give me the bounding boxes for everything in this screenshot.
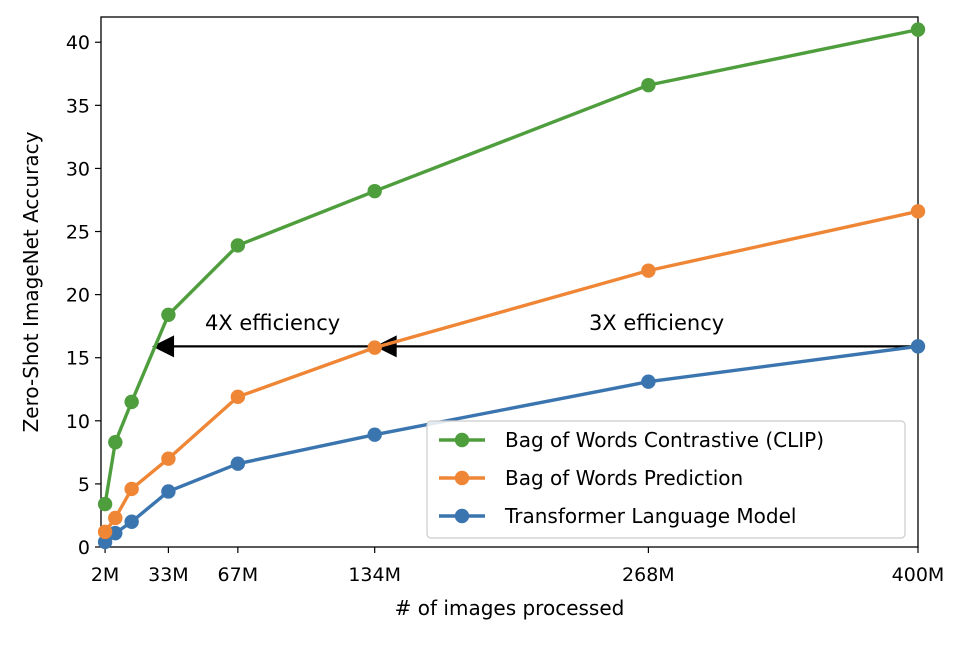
- x-axis-ticks: 2M 33M 67M 134M 268M 400M: [91, 547, 944, 586]
- y-axis-title: Zero-Shot ImageNet Accuracy: [19, 131, 43, 432]
- plot-frame: [100, 16, 919, 548]
- data-point: [108, 510, 123, 526]
- efficiency-arrow: [152, 335, 918, 358]
- arrow-head: [374, 335, 397, 358]
- data-point: [230, 456, 246, 471]
- series-group: [97, 204, 926, 540]
- y-tick-label: 40: [66, 32, 90, 54]
- data-point: [641, 263, 656, 278]
- annotation-text: 4X efficiency: [205, 311, 340, 335]
- x-tick-label: 400M: [892, 564, 945, 586]
- data-point: [367, 340, 382, 355]
- y-tick-label: 5: [78, 474, 90, 496]
- data-point: [124, 481, 139, 497]
- data-point: [124, 514, 139, 529]
- legend-box: [426, 420, 906, 539]
- series-group: [97, 22, 926, 512]
- data-point: [641, 77, 656, 93]
- y-tick-label: 10: [66, 411, 90, 433]
- x-tick-label: 33M: [148, 564, 189, 586]
- data-point: [367, 427, 382, 442]
- data-point: [230, 389, 246, 405]
- data-point: [108, 435, 123, 450]
- x-tick-label: 134M: [348, 564, 401, 586]
- data-point: [97, 524, 113, 540]
- data-point: [124, 394, 139, 410]
- x-tick-label: 67M: [218, 564, 259, 586]
- y-axis-ticks: 0 5 10 15 20 25 30 35 40: [66, 32, 101, 559]
- legend-swatch-marker: [454, 470, 470, 486]
- data-point: [97, 496, 113, 512]
- legend-label: Bag of Words Prediction: [505, 466, 743, 490]
- data-point: [161, 484, 176, 499]
- x-axis-title: # of images processed: [395, 596, 625, 620]
- legend-label: Transformer Language Model: [504, 504, 796, 528]
- legend-swatch-marker: [454, 432, 470, 448]
- y-tick-label: 0: [78, 537, 90, 559]
- y-tick-label: 30: [66, 158, 90, 180]
- data-point: [910, 339, 926, 354]
- annotations-layer: 4X efficiency 3X efficiency: [205, 311, 724, 335]
- series-layer: [97, 22, 926, 550]
- data-point: [910, 204, 926, 219]
- annotation-text: 3X efficiency: [589, 311, 724, 335]
- series-group: [97, 339, 926, 550]
- x-tick-label: 268M: [622, 564, 675, 586]
- legend: Bag of Words Contrastive (CLIP) Bag of Wo…: [426, 420, 906, 539]
- data-point: [161, 307, 176, 323]
- legend-swatch-marker: [454, 508, 470, 524]
- series-line: [103, 27, 919, 505]
- data-point: [230, 238, 246, 253]
- y-tick-label: 15: [66, 348, 90, 370]
- y-tick-label: 25: [66, 222, 90, 244]
- data-point: [97, 534, 113, 550]
- data-point: [641, 374, 656, 389]
- y-tick-label: 35: [66, 95, 90, 117]
- data-point: [910, 22, 926, 37]
- axes-frame: [100, 16, 919, 548]
- legend-label: Bag of Words Contrastive (CLIP): [505, 428, 824, 452]
- data-point: [161, 451, 176, 466]
- arrow-head: [152, 335, 175, 358]
- x-tick-label: 2M: [91, 564, 119, 586]
- data-point: [367, 183, 382, 199]
- y-tick-label: 20: [66, 285, 90, 307]
